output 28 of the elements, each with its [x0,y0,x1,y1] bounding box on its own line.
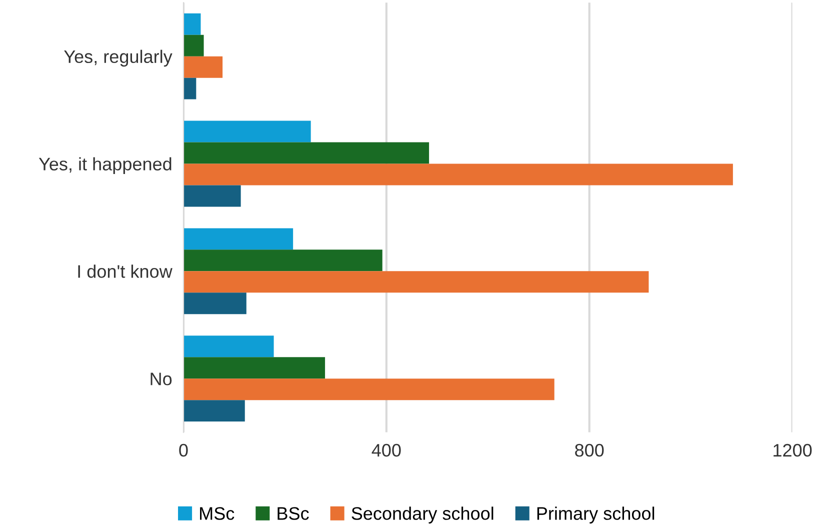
legend-label: BSc [278,507,309,520]
legend-label: MSc [200,507,234,520]
bar [183,250,382,272]
bar [183,13,201,35]
y-tick-label: No [150,372,172,386]
bar [183,336,274,358]
bar [183,78,196,100]
bar [183,185,241,207]
bar [183,56,223,78]
y-tick-label: Yes, it happened [38,157,172,174]
bar [183,34,204,56]
bar [183,292,246,314]
legend-label: Secondary school [352,506,494,524]
x-tick-label: 0 [179,444,188,457]
y-tick-label: Yes, regularly [64,50,172,67]
bar [183,271,649,293]
bar [183,400,245,422]
bar [183,164,733,186]
legend-label: Primary school [537,506,654,524]
y-tick-label: I don't know [78,264,172,278]
x-tick-label: 800 [575,444,604,457]
bar [183,120,311,142]
x-tick-label: 1200 [774,444,812,457]
bar [183,142,430,164]
bar [183,378,554,400]
bar [183,228,294,250]
x-tick-label: 400 [372,444,401,457]
bar [183,357,326,379]
